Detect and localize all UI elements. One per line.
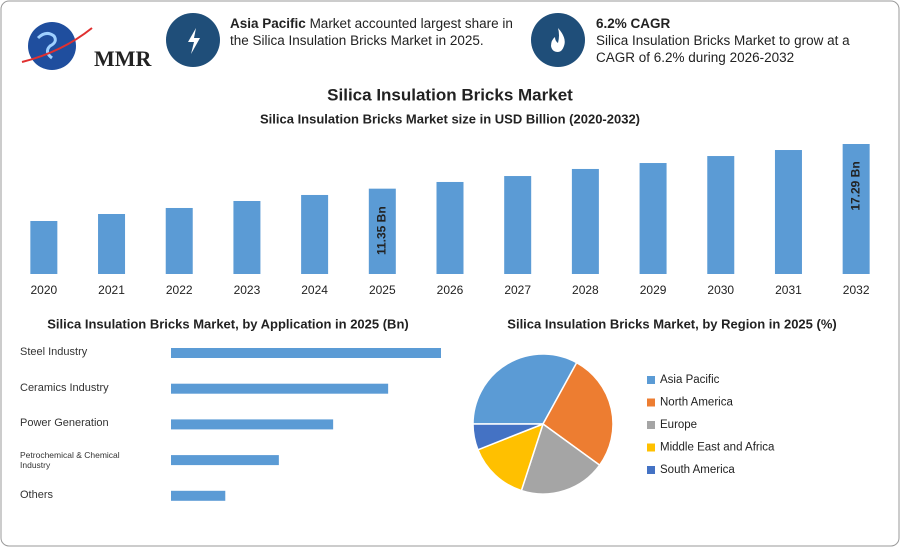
bar [707,156,735,274]
pie-slice [520,422,601,495]
value-label: 11.35 Bn [374,206,388,255]
pie-slice [476,422,545,492]
bar [171,348,441,358]
info-highlight: Asia Pacific [230,16,306,31]
legend-swatch [647,421,655,429]
chart-title: Silica Insulation Bricks Market, by Appl… [47,316,408,331]
legend-label: North America [660,397,733,409]
x-tick-label: 2020 [30,283,57,297]
legend-label: Asia Pacific [660,374,720,386]
chart-title: Silica Insulation Bricks Market [327,85,573,104]
x-tick-label: 2026 [437,283,464,297]
icon-bolt [188,28,200,54]
bar [842,144,870,274]
x-tick-label: 2023 [234,283,261,297]
legend-label: Europe [660,419,697,431]
bar [171,455,279,466]
bar [639,163,667,274]
legend-swatch [647,443,655,452]
pie-slice [542,361,614,467]
pie-slice [472,353,578,425]
chart-subtitle: Silica Insulation Bricks Market size in … [260,111,640,126]
category-label: Power Generation [20,417,109,430]
x-tick-label: 2021 [98,283,125,297]
info-region: Asia Pacific Market accounted largest sh… [230,15,530,49]
bar [171,383,389,394]
bar [571,168,599,274]
bar [774,150,802,274]
category-label: Others [20,488,54,501]
bar [233,200,261,274]
info-text: Silica Insulation Bricks Market to grow … [596,33,850,65]
x-tick-label: 2024 [301,283,328,297]
info-cagr: 6.2% CAGR Silica Insulation Bricks Market… [596,15,886,66]
category-label: Steel Industry [20,346,88,358]
bar [368,188,396,274]
x-tick-label: 2029 [640,283,667,297]
legend-swatch [647,376,655,384]
value-label: 17.29 Bn [848,161,862,210]
legend-swatch [647,398,655,407]
info-text: Market accounted largest share in the Si… [230,16,513,48]
icon-circle [531,13,585,67]
chart-title: Silica Insulation Bricks Market, by Regi… [507,316,836,331]
category-label: Ceramics Industry [20,381,109,394]
icon-flame [551,28,565,52]
x-tick-label: 2031 [775,283,802,297]
category-label: Petrochemical & Chemical Industry [20,450,120,471]
logo-swoosh [21,27,93,63]
x-tick-label: 2027 [504,283,531,297]
logo-land [36,31,57,60]
x-tick-label: 2030 [707,283,734,297]
legend-swatch [647,466,655,474]
x-tick-label: 2022 [166,283,193,297]
bar [171,419,334,430]
bar [171,490,226,501]
logo-text: MMR [94,46,153,71]
x-tick-label: 2032 [843,283,870,297]
bar [436,181,464,274]
legend-label: Middle East and Africa [660,442,775,454]
legend-label: South America [660,464,735,476]
pie-slice [472,423,544,451]
bar [165,207,193,274]
bar [301,194,329,274]
bar [98,214,126,274]
bar [30,220,58,274]
info-title: 6.2% CAGR [596,16,671,31]
bar [504,176,532,274]
x-tick-label: 2025 [369,283,396,297]
x-tick-label: 2028 [572,283,599,297]
